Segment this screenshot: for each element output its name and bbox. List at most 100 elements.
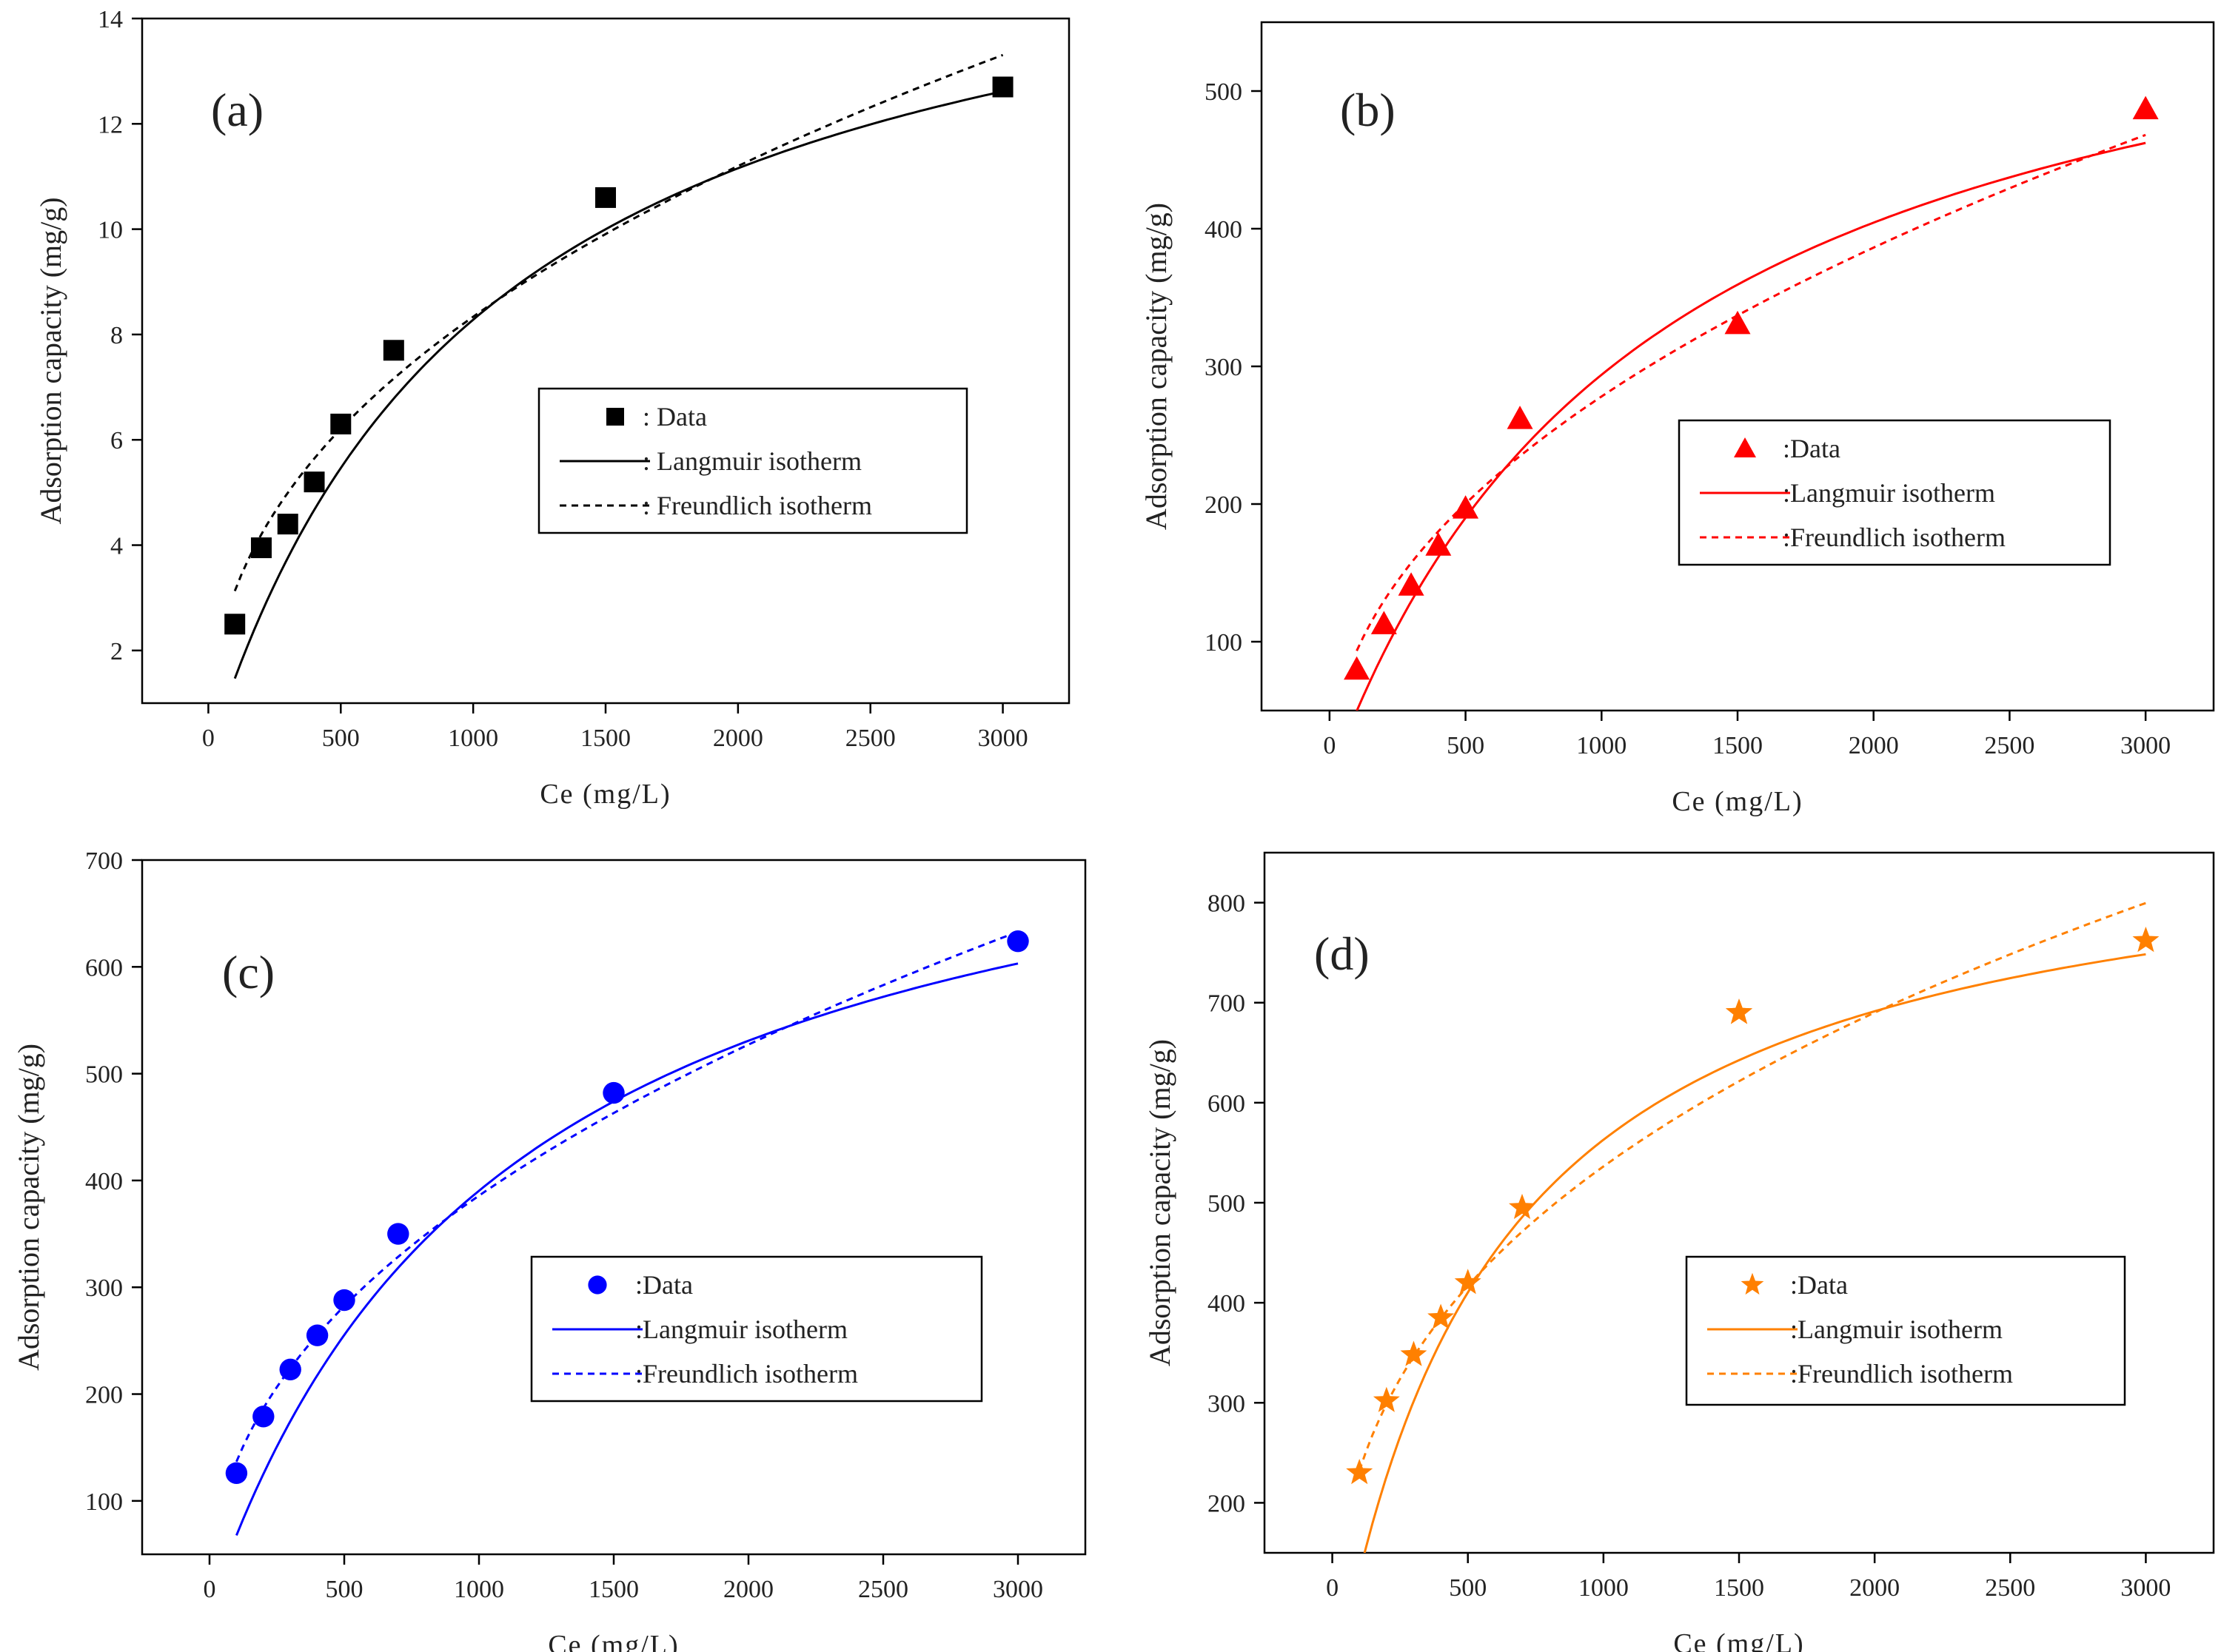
x-tick-label: 500 xyxy=(326,1576,364,1603)
legend-entry-label: :Freundlich isotherm xyxy=(635,1359,858,1389)
y-tick-label: 800 xyxy=(1207,890,1245,918)
x-tick-label: 1000 xyxy=(1578,1574,1629,1602)
data-point-triangle xyxy=(2132,95,2159,120)
x-tick-label: 0 xyxy=(1323,732,1336,759)
legend-entry-label: :Langmuir isotherm xyxy=(1783,478,1995,508)
x-tick-label: 3000 xyxy=(2120,732,2171,759)
legend-entry-label: : Langmuir isotherm xyxy=(643,446,862,476)
x-axis-label: Ce (mg/L) xyxy=(1673,1628,1804,1652)
y-tick-label: 8 xyxy=(110,322,123,349)
data-point-triangle xyxy=(1507,406,1533,429)
data-point-circle xyxy=(387,1223,409,1245)
fit-curves xyxy=(233,53,1004,679)
x-tick-label: 3000 xyxy=(2120,1574,2171,1602)
data-point-square xyxy=(595,187,616,208)
x-axis-label: Ce (mg/L) xyxy=(540,779,671,810)
legend-entry-label: :Langmuir isotherm xyxy=(635,1314,848,1344)
data-point-circle xyxy=(306,1324,329,1346)
x-tick-label: 1500 xyxy=(589,1576,639,1603)
data-point-square xyxy=(383,340,404,361)
y-tick-label: 600 xyxy=(85,954,123,981)
panel-label: (d) xyxy=(1314,927,1370,980)
legend-entry-label: : Data xyxy=(643,402,707,432)
plot-frame xyxy=(141,17,1071,705)
plot-frame xyxy=(1263,851,2215,1554)
x-tick-label: 2500 xyxy=(1984,732,2034,759)
x-tick-label: 3000 xyxy=(978,725,1028,752)
langmuir-curve xyxy=(1363,953,2146,1553)
y-tick-label: 500 xyxy=(85,1061,123,1089)
data-point-star xyxy=(1726,998,1752,1024)
data-point-star xyxy=(1373,1386,1400,1412)
legend-entry-label: :Data xyxy=(635,1270,693,1300)
x-tick-label: 500 xyxy=(1447,732,1484,759)
y-tick-label: 2 xyxy=(110,638,123,665)
y-tick-label: 200 xyxy=(85,1382,123,1409)
x-tick-label: 3000 xyxy=(993,1576,1043,1603)
y-tick-label: 400 xyxy=(85,1168,123,1195)
y-tick-label: 4 xyxy=(110,533,123,560)
data-points xyxy=(1344,95,2159,680)
data-points xyxy=(224,76,1014,635)
data-point-square xyxy=(992,76,1014,98)
x-tick-label: 0 xyxy=(202,725,215,752)
y-tick-label: 300 xyxy=(85,1275,123,1302)
data-point-square xyxy=(330,413,352,434)
x-tick-label: 1500 xyxy=(580,725,631,752)
legend: :Data :Langmuir isotherm :Freundlich isoth… xyxy=(530,1255,983,1403)
y-tick-label: 700 xyxy=(1207,990,1245,1018)
legend-entry-label: :Freundlich isotherm xyxy=(1783,523,2006,552)
data-point-star xyxy=(1427,1303,1455,1329)
x-tick-label: 2000 xyxy=(723,1576,774,1603)
chart-panel-b: 0 500 1000 1500 2000 2500 3000 100 200 300 400 500 C… xyxy=(1139,21,2215,817)
fit-curves xyxy=(1358,901,2146,1553)
y-tick-label: 400 xyxy=(1207,1290,1245,1317)
data-point-star xyxy=(1509,1193,1535,1219)
y-tick-label: 700 xyxy=(85,847,123,875)
x-tick-label: 500 xyxy=(1449,1574,1487,1602)
y-axis-label: Adsorption capacity (mg/g) xyxy=(1139,203,1173,530)
y-tick-label: 400 xyxy=(1205,216,1242,244)
y-tick-label: 500 xyxy=(1205,78,1242,106)
y-axis-label: Adsorption capacity (mg/g) xyxy=(1143,1039,1176,1366)
data-point-triangle xyxy=(1425,532,1452,556)
x-tick-label: 0 xyxy=(1326,1574,1339,1602)
legend-entry-label: :Data xyxy=(1790,1270,1848,1300)
plot-frame xyxy=(1260,21,2215,712)
x-tick-label: 2000 xyxy=(713,725,763,752)
data-point-triangle xyxy=(1724,310,1751,335)
y-tick-label: 600 xyxy=(1207,1090,1245,1118)
y-tick-label: 200 xyxy=(1207,1490,1245,1517)
x-tick-label: 2000 xyxy=(1849,732,1899,759)
data-point-square xyxy=(606,408,624,426)
data-point-triangle xyxy=(1453,495,1479,519)
fit-curves xyxy=(235,930,1019,1536)
y-tick-label: 10 xyxy=(98,217,123,244)
x-tick-label: 500 xyxy=(322,725,360,752)
freundlich-curve xyxy=(1356,133,2146,651)
data-point-star xyxy=(1346,1459,1373,1485)
x-tick-label: 1000 xyxy=(1576,732,1627,759)
x-tick-label: 1500 xyxy=(1714,1574,1764,1602)
legend-entry-label: : Freundlich isotherm xyxy=(643,491,872,520)
data-point-circle xyxy=(225,1462,248,1485)
y-axis-label: Adsorption capacity (mg/g) xyxy=(34,197,67,524)
y-tick-label: 100 xyxy=(85,1488,123,1516)
data-point-square xyxy=(304,471,325,493)
data-point-triangle xyxy=(1370,611,1397,634)
x-tick-label: 1000 xyxy=(448,725,498,752)
langmuir-curve xyxy=(233,90,1003,679)
x-tick-label: 1000 xyxy=(454,1576,504,1603)
y-axis-label: Adsorption capacity (mg/g) xyxy=(12,1044,45,1371)
x-axis-label: Ce (mg/L) xyxy=(548,1630,679,1652)
data-point-circle xyxy=(252,1406,275,1428)
legend: : Data : Langmuir isotherm : Freundlich is… xyxy=(537,387,968,534)
x-tick-label: 2000 xyxy=(1849,1574,1900,1602)
data-points xyxy=(225,930,1029,1485)
y-tick-label: 300 xyxy=(1205,354,1242,381)
y-tick-label: 300 xyxy=(1207,1390,1245,1417)
y-tick-label: 200 xyxy=(1205,491,1242,519)
data-point-circle xyxy=(603,1081,625,1104)
data-point-triangle xyxy=(1398,572,1424,596)
data-point-circle xyxy=(333,1289,355,1312)
